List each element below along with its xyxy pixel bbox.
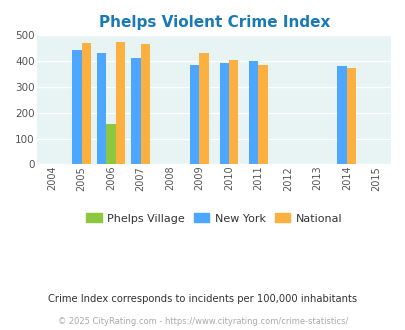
Bar <box>81 43 91 164</box>
Bar <box>106 124 115 164</box>
Bar <box>190 65 199 164</box>
Title: Phelps Violent Crime Index: Phelps Violent Crime Index <box>98 15 329 30</box>
Bar <box>199 53 209 164</box>
Bar <box>72 50 81 164</box>
Bar <box>258 65 267 164</box>
Text: © 2025 CityRating.com - https://www.cityrating.com/crime-statistics/: © 2025 CityRating.com - https://www.city… <box>58 317 347 326</box>
Bar <box>248 61 258 164</box>
Bar <box>346 68 355 164</box>
Bar <box>115 42 125 164</box>
Bar <box>131 57 140 164</box>
Bar <box>228 60 238 164</box>
Bar <box>140 44 149 164</box>
Bar <box>219 63 228 164</box>
Legend: Phelps Village, New York, National: Phelps Village, New York, National <box>81 209 346 228</box>
Bar <box>337 66 346 164</box>
Text: Crime Index corresponds to incidents per 100,000 inhabitants: Crime Index corresponds to incidents per… <box>48 294 357 304</box>
Bar <box>97 52 106 164</box>
